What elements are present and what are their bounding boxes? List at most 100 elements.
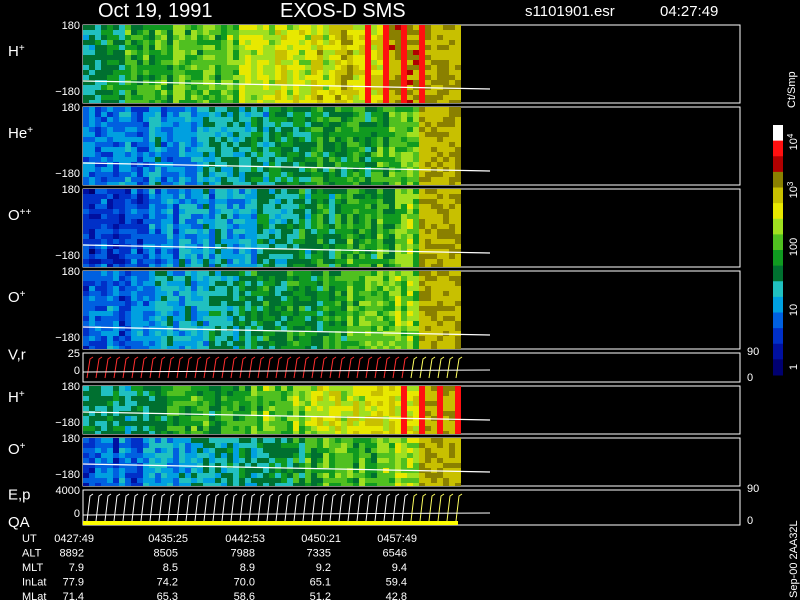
spectrogram-cell [203, 291, 209, 296]
spectrogram-cell [233, 137, 239, 142]
spectrogram-cell [233, 411, 239, 416]
spectrogram-cell [233, 142, 239, 147]
spectrogram-cell [89, 326, 95, 331]
spectrogram-cell [341, 249, 347, 254]
spectrogram-cell [191, 204, 197, 209]
spectrogram-cell [83, 234, 89, 239]
spectrogram-cell [353, 209, 359, 214]
spectrogram-cell [419, 45, 425, 50]
spectrogram-cell [83, 254, 89, 259]
spectrogram-cell [293, 204, 299, 209]
spectrogram-cell [191, 189, 197, 194]
spectrogram-cell [407, 406, 413, 411]
spectrogram-cell [341, 122, 347, 127]
spectrogram-cell [401, 391, 407, 396]
spectrogram-cell [317, 204, 323, 209]
spectrogram-cell [107, 117, 113, 122]
spectrogram-cell [275, 112, 281, 117]
trace [374, 356, 382, 379]
spectrogram-cell [131, 291, 137, 296]
spectrogram-cell [275, 331, 281, 336]
spectrogram-cell [95, 326, 101, 331]
spectrogram-cell [101, 112, 107, 117]
spectrogram-cell [281, 85, 287, 90]
spectrogram-cell [191, 249, 197, 254]
spectrogram-cell [407, 147, 413, 152]
spectrogram-cell [239, 172, 245, 177]
spectrogram-cell [257, 70, 263, 75]
spectrogram-cell [407, 60, 413, 65]
spectrogram-cell [305, 35, 311, 40]
spectrogram-cell [161, 112, 167, 117]
spectrogram-cell [323, 127, 329, 132]
spectrogram-cell [185, 291, 191, 296]
spectrogram-cell [131, 286, 137, 291]
spectrogram-cell [95, 271, 101, 276]
spectrogram-cell [335, 224, 341, 229]
spectrogram-cell [311, 286, 317, 291]
spectrogram-cell [443, 70, 449, 75]
spectrogram-cell [317, 107, 323, 112]
spectrogram-cell [353, 65, 359, 70]
spectrogram-cell [347, 276, 353, 281]
spectrogram-cell [221, 234, 227, 239]
spectrogram-cell [239, 259, 245, 264]
spectrogram-cell [227, 60, 233, 65]
spectrogram-cell [125, 122, 131, 127]
spectrogram-cell [131, 421, 137, 426]
spectrogram-cell [425, 229, 431, 234]
spectrogram-cell [83, 259, 89, 264]
spectrogram-cell [335, 301, 341, 306]
spectrogram-cell [209, 291, 215, 296]
spectrogram-cell [125, 391, 131, 396]
spectrogram-cell [161, 316, 167, 321]
spectrogram-cell [191, 35, 197, 40]
spectrogram-cell [311, 199, 317, 204]
spectrogram-cell [413, 55, 419, 60]
spectrogram-cell [449, 30, 455, 35]
spectrogram-cell [221, 346, 227, 349]
spectrogram-cell [173, 142, 179, 147]
spectrogram-cell [257, 132, 263, 137]
spectrogram-cell [323, 286, 329, 291]
spectrogram-cell [455, 276, 461, 281]
spectrogram-cell [197, 281, 203, 286]
spectrogram-cell [179, 331, 185, 336]
spectrogram-cell [197, 60, 203, 65]
spectrogram-cell [311, 401, 317, 406]
spectrogram-cell [323, 264, 329, 267]
spectrogram-cell [191, 301, 197, 306]
spectrogram-cell [269, 311, 275, 316]
charge: + [20, 289, 26, 300]
spectrogram-cell [323, 321, 329, 326]
spectrogram-cell [185, 406, 191, 411]
spectrogram-cell [161, 483, 167, 486]
spectrogram-cell [269, 271, 275, 276]
spectrogram-cell [173, 316, 179, 321]
spectrogram-cell [263, 301, 269, 306]
spectrogram-cell [239, 406, 245, 411]
spectrogram-cell [239, 90, 245, 95]
spectrogram-cell [209, 473, 215, 478]
spectrogram-cell [197, 80, 203, 85]
spectrogram-cell [329, 127, 335, 132]
spectrogram-cell [179, 55, 185, 60]
spectrogram-cell [203, 122, 209, 127]
spectrogram-cell [83, 386, 89, 391]
spectrogram-cell [299, 286, 305, 291]
spectrogram-cell [107, 152, 113, 157]
spectrogram-cell [341, 346, 347, 349]
spectrogram-cell [191, 152, 197, 157]
spectrogram-cell [281, 421, 287, 426]
spectrogram-cell [119, 341, 125, 346]
spectrogram-cell [305, 386, 311, 391]
spectrogram-cell [155, 316, 161, 321]
spectrogram-cell [143, 401, 149, 406]
spectrogram-cell [137, 386, 143, 391]
spectrogram-cell [275, 239, 281, 244]
spectrogram-cell [101, 40, 107, 45]
spectrogram-cell [209, 346, 215, 349]
spectrogram-cell [347, 157, 353, 162]
spectrogram-cell [413, 70, 419, 75]
spectrogram-cell [155, 132, 161, 137]
